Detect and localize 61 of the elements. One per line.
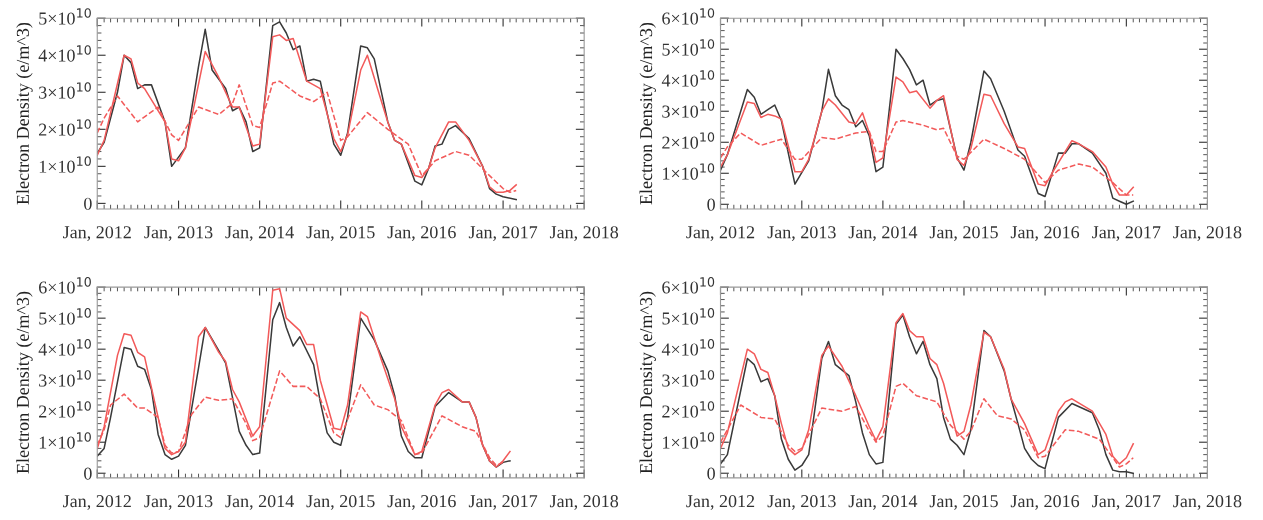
y-tick-label: 1×10$^{10}$ (39, 432, 91, 449)
x-tick-label: Jan, 2013 (144, 226, 213, 241)
y-tick-label: 4×10$^{10}$ (661, 339, 715, 356)
x-tick-label: Jan, 2016 (1010, 226, 1080, 241)
x-tick-label: Jan, 2012 (63, 226, 131, 241)
y-tick-label: 1×10$^{10}$ (663, 432, 715, 449)
x-tick-label: Jan, 2015 (929, 226, 998, 241)
x-tick-label: Jan, 2012 (63, 495, 131, 510)
y-tick-label: 6×10$^{10}$ (662, 8, 715, 25)
x-tick-label: Jan, 2018 (1173, 495, 1242, 510)
x-tick-label: Jan, 2012 (686, 495, 755, 510)
y-axis-title: Electron Density (e/m^3) (16, 22, 33, 205)
y-tick-label: 6×10$^{10}$ (39, 277, 91, 294)
y-tick-label: 3×10$^{10}$ (39, 82, 91, 99)
x-tick-label: Jan, 2013 (144, 495, 213, 510)
y-tick-label: 0 (84, 467, 92, 480)
x-tick-label: Jan, 2018 (549, 226, 619, 241)
y-tick-label: 0 (84, 197, 92, 210)
y-tick-label: 4×10$^{10}$ (661, 70, 715, 87)
x-tick-label: Jan, 2015 (306, 495, 375, 510)
y-tick-label: 5×10$^{10}$ (662, 308, 715, 325)
y-tick-label: 2×10$^{10}$ (39, 119, 91, 136)
x-tick-label: Jan, 2013 (767, 226, 836, 241)
x-tick-label: Jan, 2016 (1010, 495, 1080, 510)
x-tick-label: Jan, 2018 (1173, 226, 1242, 241)
y-axis-title: Electron Density (e/m^3) (639, 291, 656, 474)
y-tick-label: 4×10$^{10}$ (38, 339, 91, 356)
x-tick-label: Jan, 2014 (848, 495, 918, 510)
y-tick-label: 3×10$^{10}$ (662, 101, 715, 118)
y-tick-label: 0 (707, 467, 715, 480)
y-axis-title: Electron Density (e/m^3) (16, 291, 33, 474)
y-tick-label: 4×10$^{10}$ (38, 45, 91, 62)
x-tick-label: Jan, 2014 (225, 226, 294, 241)
x-tick-label: Jan, 2015 (306, 226, 375, 241)
x-tick-label: Jan, 2012 (686, 226, 755, 241)
y-tick-label: 5×10$^{10}$ (39, 308, 91, 325)
y-tick-label: 3×10$^{10}$ (662, 370, 715, 387)
y-axis-title: Electron Density (e/m^3) (639, 22, 656, 205)
y-tick-label: 2×10$^{10}$ (662, 401, 715, 418)
y-tick-label: 0 (707, 198, 715, 211)
x-tick-label: Jan, 2017 (1092, 495, 1161, 510)
x-tick-label: Jan, 2014 (848, 226, 918, 241)
x-tick-label: Jan, 2018 (549, 495, 619, 510)
x-tick-label: Jan, 2016 (387, 226, 456, 241)
x-tick-label: Jan, 2017 (468, 495, 538, 510)
y-tick-label: 3×10$^{10}$ (39, 370, 91, 387)
x-tick-label: Jan, 2013 (767, 495, 836, 510)
y-tick-label: 2×10$^{10}$ (39, 401, 91, 418)
x-tick-label: Jan, 2016 (387, 495, 456, 510)
y-tick-label: 1×10$^{10}$ (39, 156, 91, 173)
x-tick-label: Jan, 2015 (929, 495, 998, 510)
y-tick-label: 2×10$^{10}$ (662, 132, 715, 149)
x-tick-label: Jan, 2017 (1092, 226, 1161, 241)
line-series (720, 76, 1134, 196)
y-tick-label: 5×10$^{10}$ (39, 8, 91, 25)
line-series (720, 48, 1134, 206)
y-tick-label: 6×10$^{10}$ (662, 277, 715, 294)
x-tick-label: Jan, 2014 (225, 495, 294, 510)
x-tick-label: Jan, 2017 (468, 226, 538, 241)
y-tick-label: 1×10$^{10}$ (663, 163, 715, 180)
y-tick-label: 5×10$^{10}$ (662, 39, 715, 56)
